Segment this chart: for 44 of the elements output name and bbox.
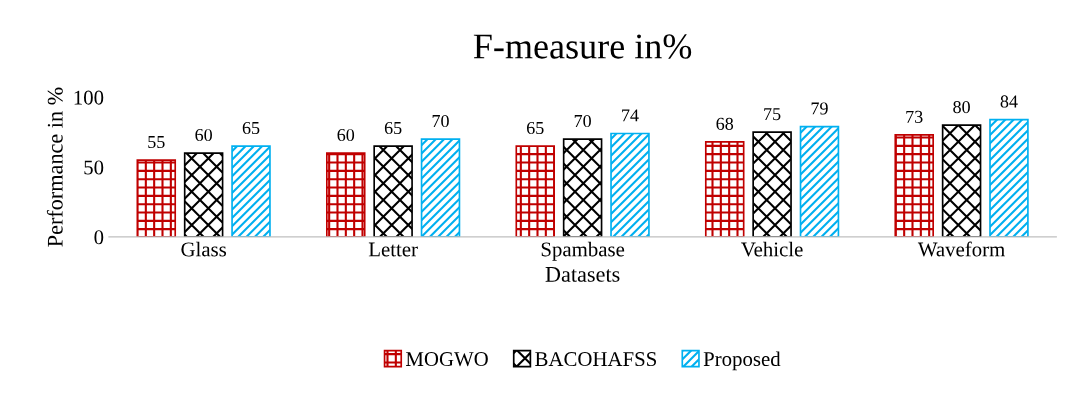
x-axis-title: Datasets xyxy=(545,267,620,282)
y-tick-label: 0 xyxy=(94,230,104,245)
data-label: 55 xyxy=(148,136,165,149)
bar xyxy=(941,124,982,237)
data-label: 68 xyxy=(716,117,734,130)
data-label: 80 xyxy=(953,100,970,114)
data-label: 65 xyxy=(526,121,544,135)
y-tick-label: 100 xyxy=(74,90,104,105)
chart-title: F-measure in% xyxy=(473,34,692,59)
bar xyxy=(704,141,745,237)
bar xyxy=(420,138,461,237)
y-tick-label: 50 xyxy=(84,160,104,175)
data-label: 84 xyxy=(1000,95,1018,108)
bar xyxy=(231,145,271,237)
bar xyxy=(183,152,224,237)
data-label: 60 xyxy=(195,128,212,142)
x-tick-label: Waveform xyxy=(917,241,1005,257)
legend-label: BACOHAFSS xyxy=(535,352,656,367)
bar xyxy=(515,145,556,237)
legend-label: Proposed xyxy=(703,351,781,371)
x-tick-label: Spambase xyxy=(541,241,625,261)
data-label: 79 xyxy=(811,102,828,115)
data-label: 60 xyxy=(337,128,355,142)
bar xyxy=(989,118,1029,237)
bar xyxy=(894,134,934,237)
data-label: 65 xyxy=(384,121,402,135)
bar xyxy=(752,131,792,237)
data-label: 65 xyxy=(242,121,260,135)
data-label: 70 xyxy=(574,114,591,128)
bar xyxy=(610,132,650,237)
data-label: 73 xyxy=(906,110,923,123)
x-tick-label: Vehicle xyxy=(741,241,803,257)
x-tick-label: Glass xyxy=(181,241,227,257)
data-label: 75 xyxy=(764,108,781,121)
bar xyxy=(799,125,840,237)
data-label: 74 xyxy=(622,109,639,122)
bar xyxy=(373,145,413,237)
bar xyxy=(136,159,177,237)
bar xyxy=(562,138,603,237)
data-label: 70 xyxy=(432,114,449,128)
y-axis-title: Performance in % xyxy=(46,87,63,247)
legend-label: MOGWO xyxy=(406,352,488,367)
x-tick-label: Letter xyxy=(368,242,418,257)
bar xyxy=(325,152,366,237)
